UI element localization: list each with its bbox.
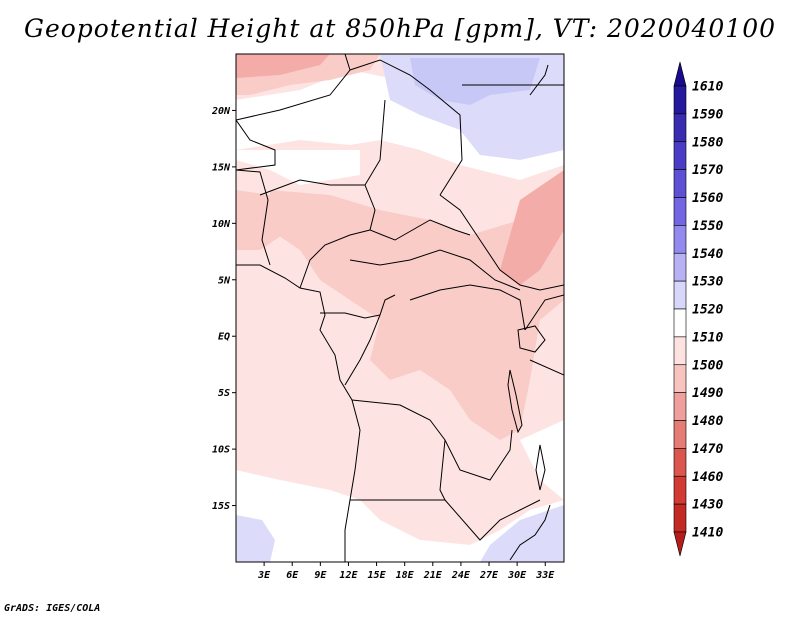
field-pink-north-dark — [236, 54, 330, 78]
field-blue-northeast-core — [410, 58, 540, 105]
lon-tick-label: 21E — [423, 570, 443, 581]
lon-tick-label: 3E — [257, 570, 271, 581]
border-tanzania — [529, 359, 564, 376]
border-kenya — [524, 294, 564, 331]
border-niger-algeria — [236, 54, 351, 121]
lake-victoria — [517, 325, 546, 353]
field-pink-northwest — [236, 190, 290, 250]
lat-tick-label: 20N — [211, 106, 231, 117]
field-white-southeast — [520, 420, 564, 500]
colorbar-label: 1530 — [692, 275, 723, 290]
lake-tanganyika — [507, 369, 523, 434]
border-congo — [344, 314, 381, 386]
chart-title: Geopotential Height at 850hPa [gpm], VT:… — [23, 14, 777, 43]
colorbar-label: 1580 — [692, 135, 723, 150]
colorbar-label: 1490 — [692, 386, 723, 401]
field-blue-southeast — [480, 505, 564, 562]
lat-tick-label: EQ — [218, 332, 230, 343]
longitude-axis: 3E 6E 9E 12E 15E 18E 21E 24E 27E 30E 33E — [257, 562, 555, 581]
coast-red-sea — [529, 64, 549, 96]
border-libya — [349, 59, 463, 196]
colorbar-label: 1410 — [692, 526, 723, 541]
border-zambia — [444, 499, 541, 541]
colorbar-min-triangle — [673, 531, 687, 557]
lon-tick-label: 30E — [507, 570, 527, 581]
lake-malawi — [535, 444, 546, 491]
colorbar-label: 1560 — [692, 191, 723, 206]
coastline — [236, 264, 361, 562]
map-frame — [235, 53, 565, 563]
colorbar-label: 1540 — [692, 247, 723, 262]
lon-tick-label: 6E — [286, 570, 299, 581]
colorbar-label: 1460 — [692, 470, 723, 485]
field-blue-southwest — [236, 515, 275, 562]
colorbar-segment — [673, 113, 687, 143]
colorbar-segment — [673, 197, 687, 226]
lon-tick-label: 15E — [368, 570, 387, 581]
lat-tick-label: 5S — [218, 388, 230, 399]
colorbar-segment — [673, 503, 687, 533]
lon-tick-label: 9E — [314, 570, 327, 581]
colorbar-label: 1470 — [692, 442, 723, 457]
border-nigeria-cameroon — [299, 229, 371, 289]
colorbar-label: 1500 — [692, 358, 723, 373]
lat-tick-label: 5N — [218, 275, 231, 286]
border-angola — [350, 439, 446, 501]
field-white-northwest — [236, 150, 360, 185]
colorbar-label: 1480 — [692, 414, 723, 429]
colorbar-segment — [673, 420, 687, 449]
border-niger-nigeria — [259, 179, 365, 196]
lon-tick-label: 33E — [535, 570, 555, 581]
field-pink-east-dark — [500, 170, 564, 285]
colorbar-label: 1430 — [692, 498, 723, 513]
border-drc-north — [409, 284, 526, 331]
lat-tick-label: 10N — [212, 219, 231, 230]
colorbar-segment — [673, 225, 687, 254]
colorbar-label: 1550 — [692, 219, 723, 234]
colorbar-max-triangle — [673, 61, 687, 87]
colorbar-segment — [673, 336, 687, 366]
border-car — [349, 249, 521, 291]
border-west — [236, 169, 271, 266]
colorbar-label: 1520 — [692, 303, 723, 318]
colorbar-segment — [673, 169, 687, 198]
lon-tick-label: 12E — [339, 570, 358, 581]
coastline-east — [509, 504, 551, 561]
border-drc-south — [351, 399, 513, 481]
colorbar-label: 1610 — [692, 80, 723, 95]
lat-tick-label: 15N — [212, 162, 231, 173]
border-sudan-south — [439, 194, 564, 291]
colorbar-label: 1590 — [692, 107, 723, 122]
colorbar-segment — [673, 141, 687, 170]
lat-tick-label: 10S — [212, 445, 230, 456]
colorbar-segment — [673, 252, 687, 282]
boundaries — [236, 54, 564, 562]
colorbar: 1610 1590 1580 1570 1560 1550 1540 1530 1520 1510… — [673, 61, 723, 557]
colorbar-segment — [673, 85, 687, 115]
latitude-axis: 20N 15N 10N 5N EQ 5S 10S 15S — [211, 106, 236, 512]
colorbar-segment — [673, 364, 687, 393]
lon-tick-label: 24E — [451, 570, 471, 581]
border-mali — [236, 119, 276, 171]
grads-credit: GrADS: IGES/COLA — [4, 603, 101, 614]
colorbar-segment — [673, 308, 687, 338]
colorbar-label: 1510 — [692, 330, 723, 345]
colorbar-segment — [673, 392, 687, 421]
field-pink-central — [270, 190, 564, 440]
colorbar-segment — [673, 280, 687, 310]
lat-tick-label: 15S — [212, 501, 230, 512]
height-field — [236, 54, 564, 562]
field-white-south — [236, 470, 564, 562]
colorbar-label: 1570 — [692, 163, 723, 178]
colorbar-segment — [673, 448, 687, 477]
colorbar-segment — [673, 475, 687, 505]
lon-tick-label: 18E — [396, 570, 415, 581]
border-cameroon-south — [320, 294, 396, 319]
lon-tick-label: 27E — [479, 570, 499, 581]
